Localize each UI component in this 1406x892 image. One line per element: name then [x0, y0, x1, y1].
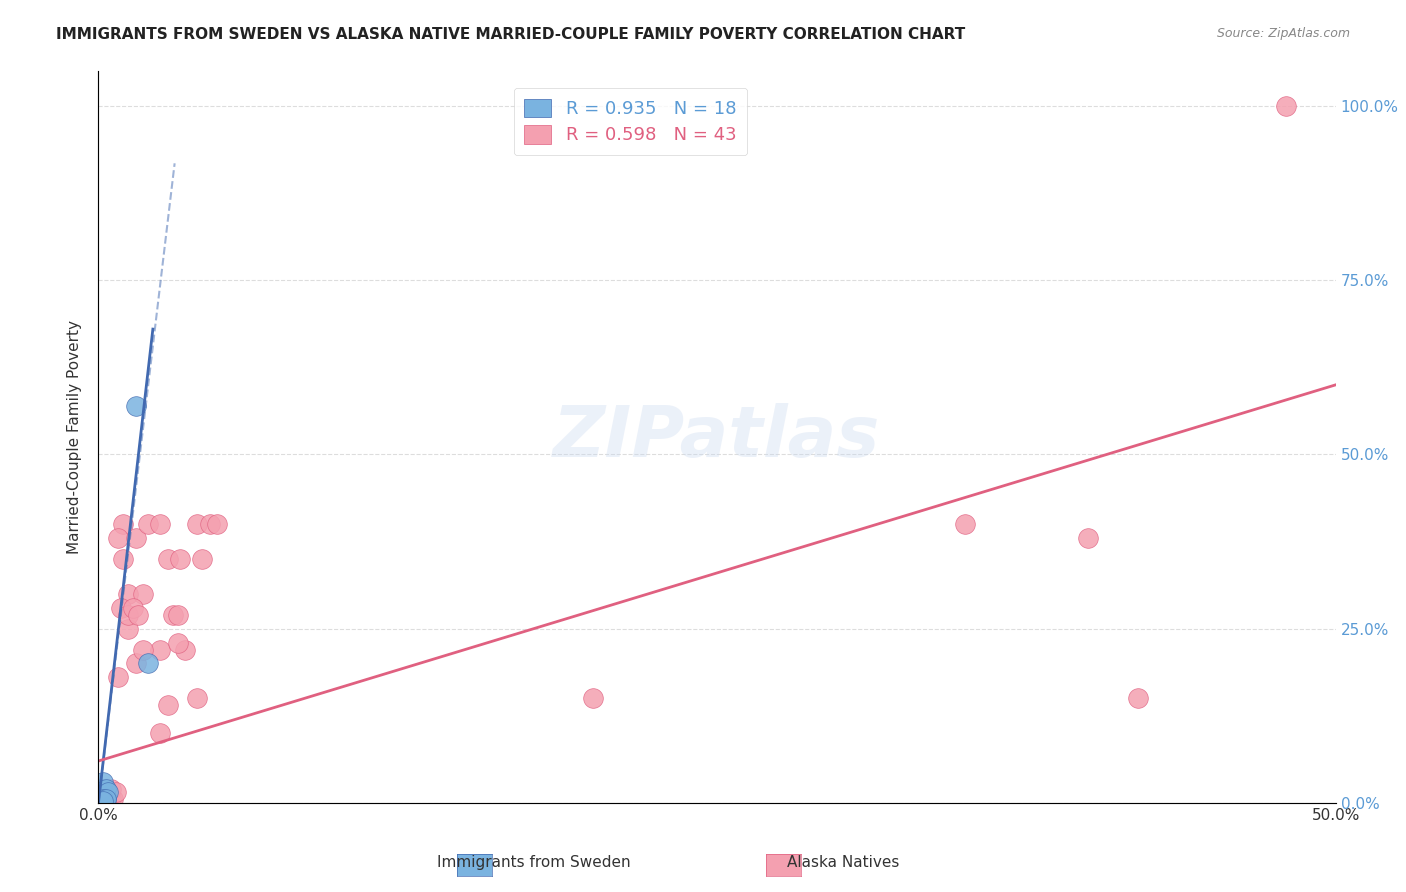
- Point: [136, 517, 159, 532]
- Point: [90, 781, 112, 796]
- Text: ZIPatlas: ZIPatlas: [554, 402, 880, 472]
- Point: [156, 698, 179, 713]
- Point: [186, 517, 208, 532]
- Point: [90, 794, 112, 808]
- Point: [93, 785, 115, 799]
- Point: [124, 657, 146, 671]
- Text: Source: ZipAtlas.com: Source: ZipAtlas.com: [1216, 27, 1350, 40]
- Point: [205, 517, 228, 532]
- Point: [191, 552, 214, 566]
- Point: [162, 607, 184, 622]
- Point: [110, 600, 132, 615]
- Text: IMMIGRANTS FROM SWEDEN VS ALASKA NATIVE MARRIED-COUPLE FAMILY POVERTY CORRELATIO: IMMIGRANTS FROM SWEDEN VS ALASKA NATIVE …: [56, 27, 966, 42]
- Point: [93, 775, 115, 789]
- Point: [93, 794, 115, 808]
- Point: [132, 642, 155, 657]
- Point: [93, 792, 115, 806]
- Point: [582, 691, 605, 706]
- Point: [124, 531, 146, 545]
- Point: [90, 790, 112, 805]
- Point: [97, 785, 120, 799]
- Point: [103, 792, 125, 806]
- Point: [117, 587, 139, 601]
- Point: [90, 789, 112, 803]
- Point: [93, 789, 115, 803]
- Point: [174, 642, 197, 657]
- Text: Immigrants from Sweden: Immigrants from Sweden: [437, 855, 631, 870]
- Point: [132, 587, 155, 601]
- Point: [124, 399, 146, 413]
- Point: [94, 792, 117, 806]
- Point: [94, 789, 117, 803]
- Point: [97, 792, 120, 806]
- Point: [1126, 691, 1149, 706]
- Point: [198, 517, 221, 532]
- Point: [94, 789, 117, 803]
- Point: [156, 552, 179, 566]
- Point: [1275, 99, 1298, 113]
- Point: [94, 792, 117, 806]
- Point: [186, 691, 208, 706]
- Point: [100, 792, 122, 806]
- Point: [149, 517, 172, 532]
- Text: Alaska Natives: Alaska Natives: [787, 855, 900, 870]
- Point: [169, 552, 191, 566]
- Point: [93, 792, 115, 806]
- Point: [112, 517, 135, 532]
- Y-axis label: Married-Couple Family Poverty: Married-Couple Family Poverty: [67, 320, 83, 554]
- Point: [1077, 531, 1099, 545]
- Point: [94, 792, 117, 806]
- Point: [149, 726, 172, 740]
- Legend: R = 0.935   N = 18, R = 0.598   N = 43: R = 0.935 N = 18, R = 0.598 N = 43: [513, 87, 748, 155]
- Point: [90, 792, 112, 806]
- Point: [94, 781, 117, 796]
- Point: [107, 531, 129, 545]
- Point: [149, 642, 172, 657]
- Point: [136, 657, 159, 671]
- Point: [100, 781, 122, 796]
- Point: [107, 670, 129, 684]
- Point: [166, 635, 188, 649]
- Point: [122, 600, 145, 615]
- Point: [93, 789, 115, 803]
- Point: [104, 785, 127, 799]
- Point: [127, 607, 149, 622]
- Point: [166, 607, 188, 622]
- Point: [953, 517, 976, 532]
- Point: [117, 622, 139, 636]
- Point: [112, 552, 135, 566]
- Point: [117, 607, 139, 622]
